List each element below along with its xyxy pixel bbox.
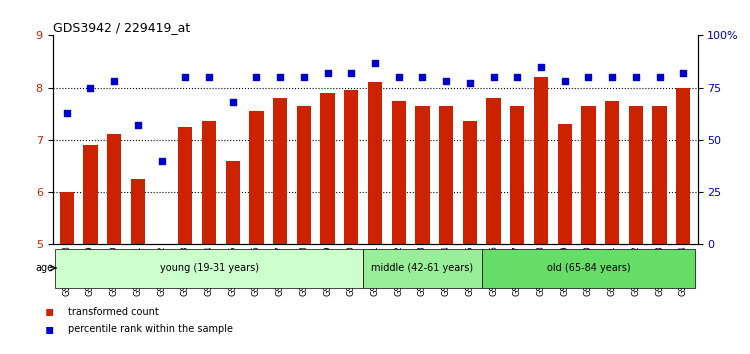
Bar	[273, 98, 287, 244]
Bar	[320, 93, 334, 244]
Text: ▪: ▪	[45, 322, 54, 336]
Point	[345, 70, 357, 76]
Point	[108, 79, 120, 84]
Bar	[652, 106, 667, 244]
Bar	[534, 77, 548, 244]
Bar	[130, 179, 145, 244]
FancyBboxPatch shape	[482, 249, 695, 288]
Point	[583, 74, 595, 80]
Point	[179, 74, 191, 80]
Point	[606, 74, 618, 80]
Point	[85, 85, 97, 90]
Point	[464, 80, 476, 86]
Bar	[83, 145, 98, 244]
Point	[369, 60, 381, 65]
Point	[393, 74, 405, 80]
Bar	[416, 106, 430, 244]
Bar	[368, 82, 382, 244]
FancyBboxPatch shape	[55, 249, 363, 288]
Point	[274, 74, 286, 80]
Text: GDS3942 / 229419_at: GDS3942 / 229419_at	[53, 21, 190, 34]
Point	[630, 74, 642, 80]
Point	[226, 99, 238, 105]
Point	[488, 74, 500, 80]
Bar	[59, 192, 74, 244]
Bar	[557, 124, 572, 244]
Point	[677, 70, 689, 76]
Text: percentile rank within the sample: percentile rank within the sample	[68, 324, 232, 334]
Bar	[226, 160, 240, 244]
Bar	[202, 121, 216, 244]
Bar	[178, 127, 193, 244]
Text: middle (42-61 years): middle (42-61 years)	[371, 263, 473, 273]
Point	[535, 64, 547, 69]
Point	[298, 74, 310, 80]
Bar	[487, 98, 501, 244]
Bar	[439, 106, 453, 244]
Point	[653, 74, 665, 80]
Point	[203, 74, 215, 80]
Bar	[392, 101, 406, 244]
Point	[440, 79, 452, 84]
Point	[416, 74, 428, 80]
Text: transformed count: transformed count	[68, 307, 158, 316]
Bar	[107, 135, 122, 244]
Point	[61, 110, 73, 115]
Text: old (65-84 years): old (65-84 years)	[547, 263, 630, 273]
Bar	[605, 101, 619, 244]
FancyBboxPatch shape	[363, 249, 482, 288]
Bar	[297, 106, 311, 244]
Bar	[463, 121, 477, 244]
Bar	[628, 106, 643, 244]
Point	[559, 79, 571, 84]
Bar	[510, 106, 524, 244]
Point	[512, 74, 524, 80]
Bar	[581, 106, 596, 244]
Text: young (19-31 years): young (19-31 years)	[160, 263, 259, 273]
Bar	[676, 87, 691, 244]
Point	[322, 70, 334, 76]
Point	[155, 158, 167, 163]
Bar	[344, 90, 358, 244]
Bar	[249, 111, 263, 244]
Point	[132, 122, 144, 128]
Point	[251, 74, 262, 80]
Text: ▪: ▪	[45, 304, 54, 319]
Text: age: age	[35, 263, 54, 273]
